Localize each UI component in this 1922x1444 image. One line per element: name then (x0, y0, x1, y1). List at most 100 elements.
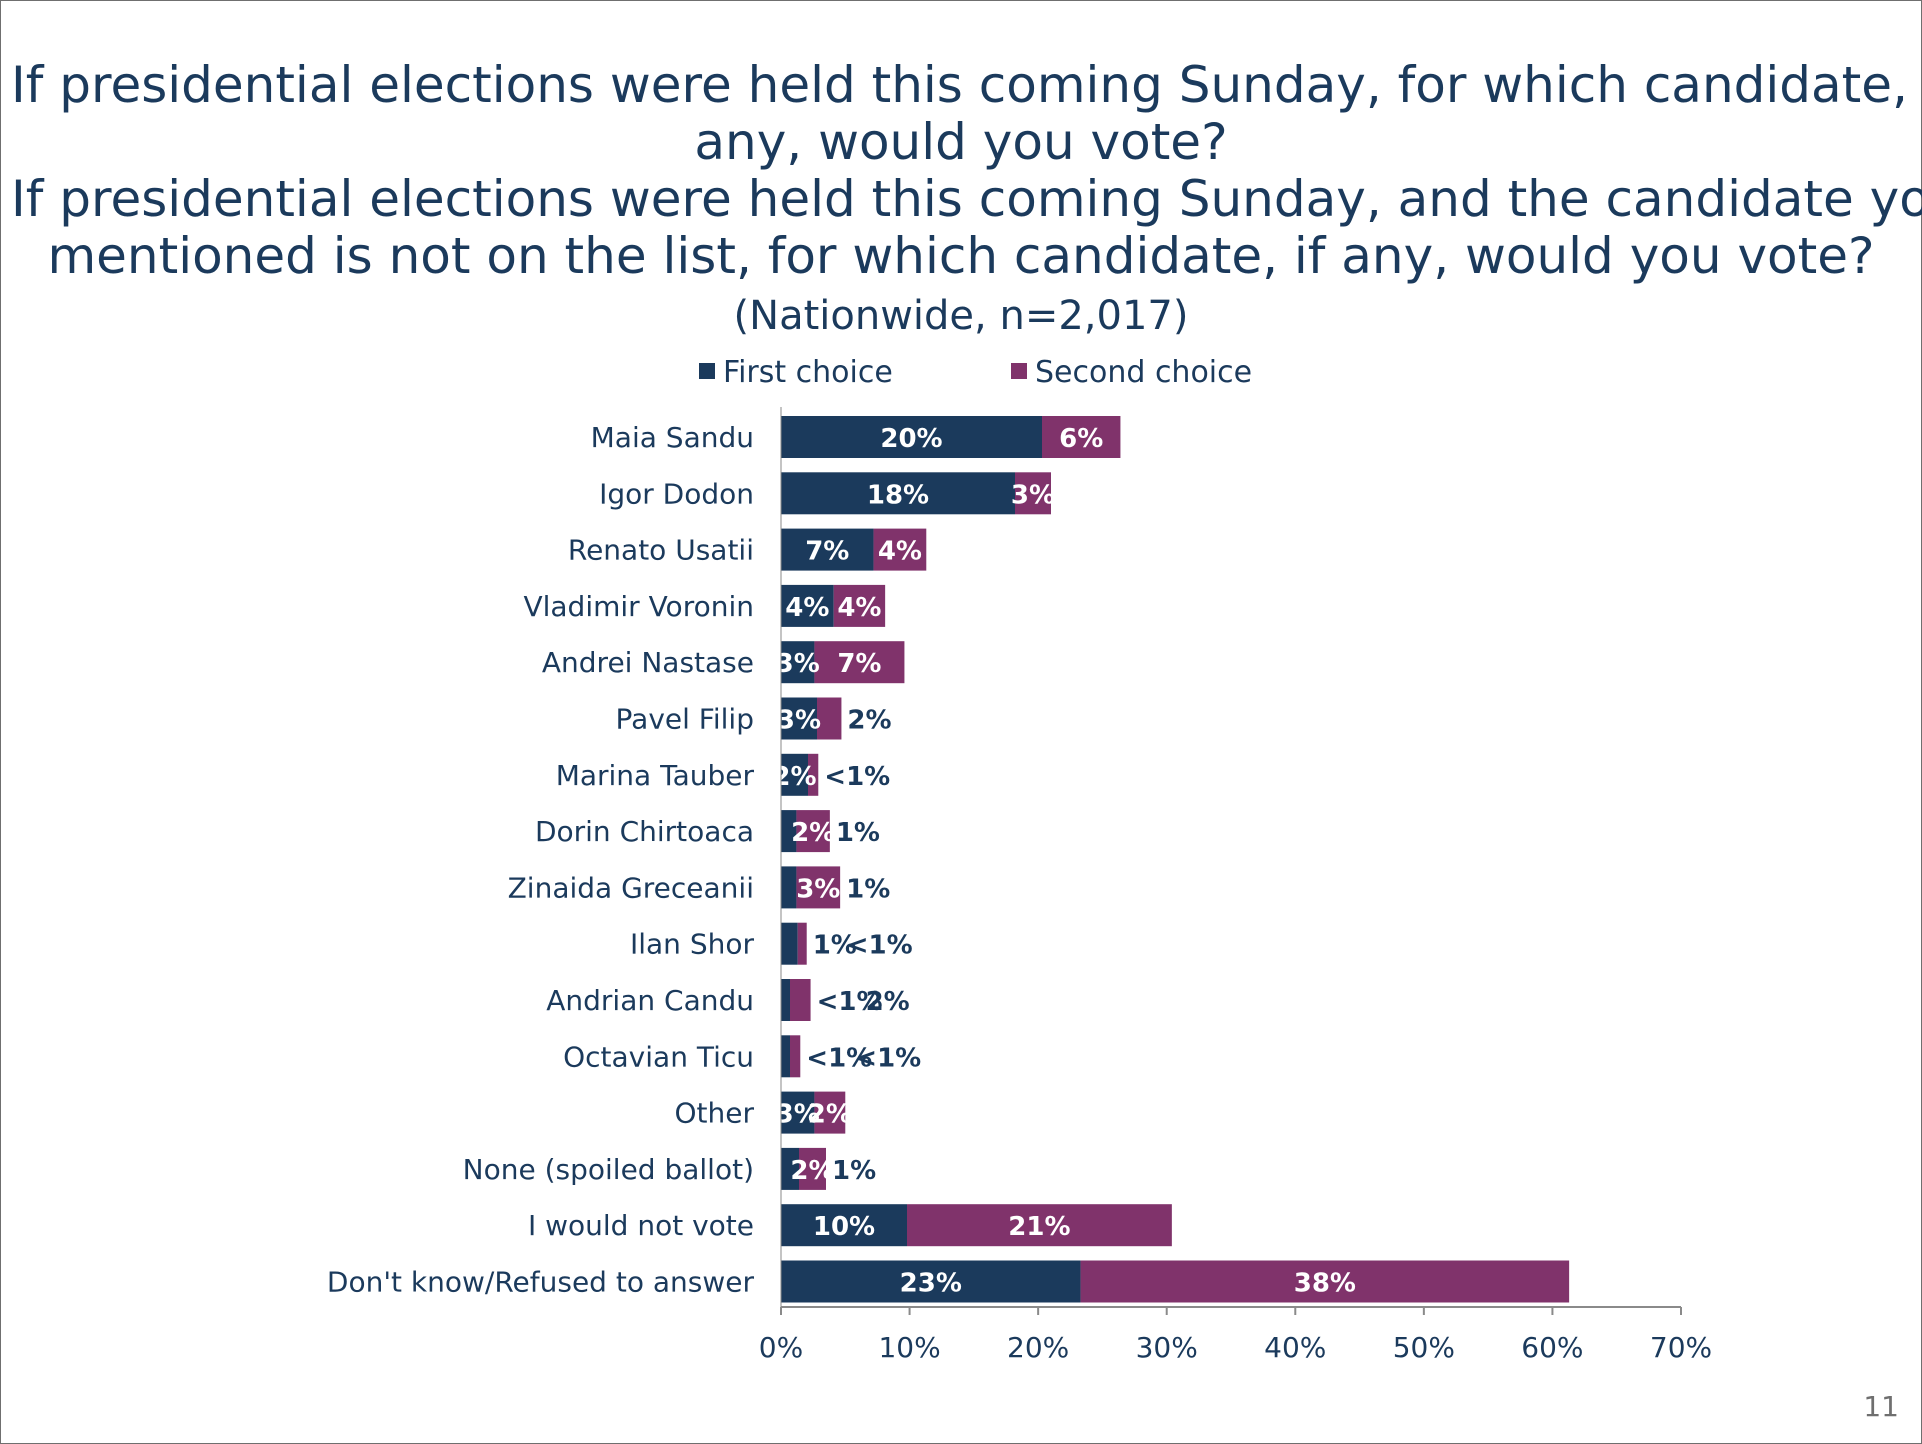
bar-second-choice (907, 1204, 1172, 1247)
data-label: 4% (878, 537, 922, 567)
bar-first-choice (781, 866, 797, 909)
category-label: None (spoiled ballot) (463, 1153, 754, 1186)
category-label: Zinaida Greceanii (508, 871, 754, 904)
data-label: 3% (776, 1100, 820, 1130)
x-tick-label: 20% (1007, 1331, 1069, 1364)
chart-title-line-2: any, would you vote? (694, 113, 1228, 171)
bar-second-choice (808, 753, 819, 796)
category-label: Andrei Nastase (542, 646, 754, 679)
data-label: 1% (846, 874, 890, 904)
bar-second-choice (1042, 416, 1121, 458)
data-label: <1% (817, 987, 883, 1017)
x-tick-label: 60% (1521, 1331, 1583, 1364)
bar-second-choice (796, 866, 841, 909)
data-label: 2% (772, 762, 816, 792)
bar-second-choice (790, 1035, 801, 1078)
x-tick-label: 40% (1264, 1331, 1326, 1364)
category-label: Vladimir Voronin (523, 590, 754, 623)
bar-first-choice (781, 810, 797, 853)
chart-title-line-1: If presidential elections were held this… (11, 56, 1922, 114)
data-label: 3% (1011, 480, 1055, 510)
data-label: 4% (837, 593, 881, 623)
x-tick-label: 10% (878, 1331, 940, 1364)
data-label: 2% (847, 706, 891, 736)
data-label: 18% (867, 480, 929, 510)
bar-first-choice (781, 697, 817, 740)
category-label: Don't know/Refused to answer (327, 1266, 755, 1299)
bar-first-choice (781, 1260, 1081, 1303)
data-label: <1% (847, 931, 913, 961)
bar-first-choice (781, 922, 798, 965)
data-label: 3% (776, 649, 820, 679)
category-label: Dorin Chirtoaca (535, 815, 754, 848)
bar-second-choice (796, 810, 830, 853)
data-label: 20% (880, 424, 942, 454)
data-label: 6% (1059, 424, 1103, 454)
bar-second-choice (833, 584, 886, 627)
legend-item: Second choice (1011, 355, 1252, 390)
bar-second-choice (1015, 472, 1051, 515)
chart-subtitle: (Nationwide, n=2,017) (733, 293, 1189, 339)
bar-second-choice (799, 1147, 826, 1190)
category-label: I would not vote (528, 1209, 754, 1242)
page-number: 11 (1863, 1390, 1899, 1423)
chart-title-block: If presidential elections were held this… (11, 56, 1922, 340)
bar-first-choice (781, 641, 815, 684)
bar-first-choice (781, 528, 874, 571)
data-label: 1% (832, 1156, 876, 1186)
legend-swatch (699, 363, 715, 379)
category-label: Other (674, 1097, 754, 1130)
data-label: 4% (785, 593, 829, 623)
bar-first-choice (781, 472, 1015, 515)
chart-title-line-3: If presidential elections were held this… (11, 170, 1922, 228)
x-tick-label: 70% (1650, 1331, 1712, 1364)
data-label: <1% (824, 762, 890, 792)
data-label: 2% (808, 1100, 852, 1130)
data-label: 2% (790, 1156, 834, 1186)
data-label: 38% (1294, 1269, 1356, 1299)
category-label: Ilan Shor (630, 928, 754, 961)
bar-first-choice (781, 1204, 907, 1247)
bar-second-choice (1080, 1260, 1570, 1303)
x-tick-label: 0% (759, 1331, 803, 1364)
category-label: Maia Sandu (591, 421, 754, 454)
data-label: 3% (777, 706, 821, 736)
bar-first-choice (781, 1147, 799, 1190)
x-tick-label: 30% (1136, 1331, 1198, 1364)
legend: First choice Second choice (699, 355, 1252, 390)
data-label: 7% (837, 649, 881, 679)
bar-second-choice (797, 922, 807, 965)
bar-first-choice (781, 416, 1042, 458)
bar-first-choice (781, 1091, 815, 1134)
data-label: 3% (796, 874, 840, 904)
bar-second-choice (817, 697, 842, 740)
category-label: Pavel Filip (616, 703, 754, 736)
data-label: 23% (900, 1269, 962, 1299)
category-label: Octavian Ticu (563, 1040, 754, 1073)
data-label: 1% (813, 931, 857, 961)
legend-swatch (1011, 363, 1027, 379)
bar-second-choice (790, 979, 811, 1021)
bar-first-choice (781, 753, 808, 796)
data-label: 10% (813, 1212, 875, 1242)
category-label: Marina Tauber (556, 759, 755, 792)
data-label: 7% (805, 537, 849, 567)
legend-label: Second choice (1035, 355, 1252, 390)
bar-second-choice (814, 641, 905, 684)
data-label: 1% (836, 818, 880, 848)
category-label: Renato Usatii (568, 534, 754, 567)
category-label: Igor Dodon (599, 477, 754, 510)
data-label: <1% (855, 1043, 921, 1073)
category-label: Andrian Candu (546, 984, 754, 1017)
data-label: 21% (1008, 1212, 1070, 1242)
bar-second-choice (814, 1091, 846, 1134)
data-label: 2% (791, 818, 835, 848)
legend-item: First choice (699, 355, 893, 390)
bar-first-choice (781, 979, 790, 1021)
chart-title-line-4: mentioned is not on the list, for which … (47, 227, 1875, 285)
bar-first-choice (781, 584, 834, 627)
bar-first-choice (781, 1035, 790, 1078)
data-label: <1% (806, 1043, 872, 1073)
bar-second-choice (873, 528, 927, 571)
